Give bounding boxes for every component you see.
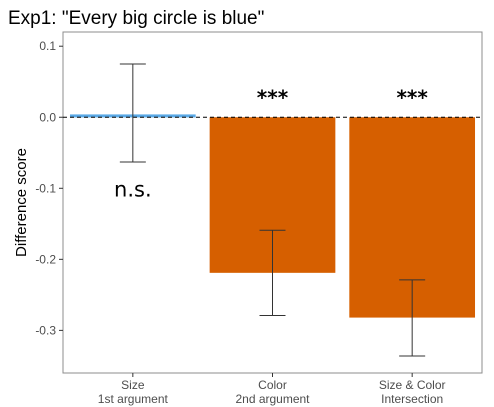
error-bar <box>119 63 146 163</box>
y-tick-label: -0.2 <box>35 252 56 266</box>
significance-label: *** <box>257 85 289 109</box>
x-tick-label: Color 2nd argument <box>235 378 310 406</box>
y-axis-label: Difference score <box>13 148 30 257</box>
error-bar <box>399 279 426 357</box>
chart-title: Exp1: "Every big circle is blue" <box>8 8 264 29</box>
y-tick-label: -0.3 <box>35 323 56 337</box>
significance-label: *** <box>396 85 428 109</box>
y-tick-label: 0.1 <box>39 39 56 53</box>
x-tick-label: Size & Color Intersection <box>379 378 446 406</box>
y-tick-label: -0.1 <box>35 181 56 195</box>
error-bar <box>259 229 286 316</box>
significance-label: n.s. <box>114 177 152 201</box>
y-tick-label: 0.0 <box>39 110 56 124</box>
plot-area: n.s. *** *** 0.1 0.0 -0.1 -0.2 -0.3 Size 1st argu… <box>35 31 483 406</box>
x-tick-label: Size 1st argument <box>98 378 169 406</box>
